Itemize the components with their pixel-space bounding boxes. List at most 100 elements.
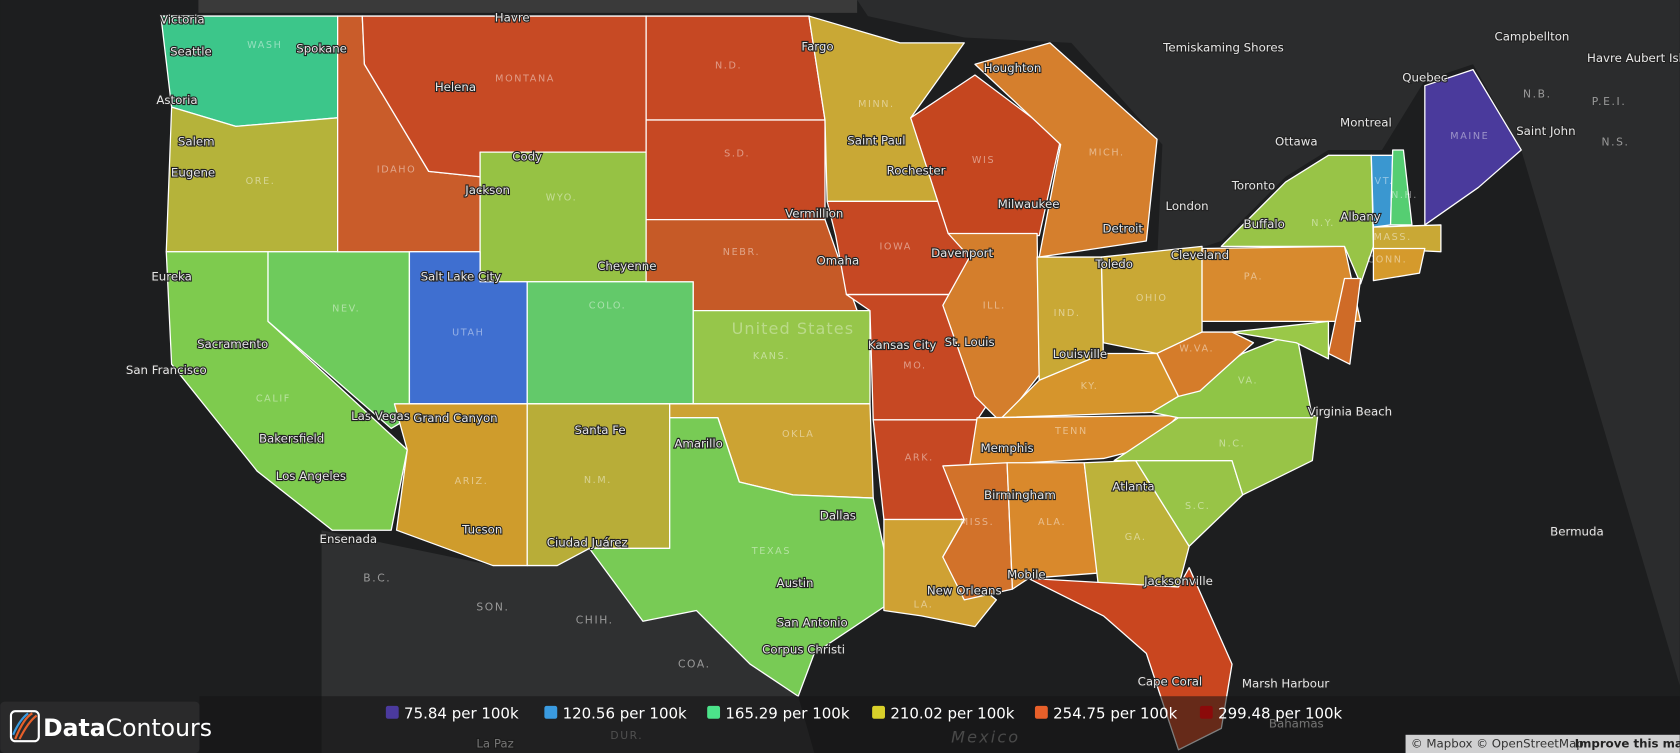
- region-label: TENN: [1054, 426, 1088, 437]
- states: [160, 15, 1522, 751]
- city-label: Omaha: [817, 254, 860, 268]
- city-label: Saint John: [1516, 124, 1575, 138]
- state: [1006, 462, 1099, 590]
- city-label: Las Vegas: [351, 409, 410, 423]
- city-label: Ciudad Juárez: [547, 535, 628, 549]
- logo-frame: [9, 710, 40, 743]
- city-label: Ottawa: [1275, 135, 1318, 149]
- city-label: Jackson: [464, 183, 510, 197]
- city-label: Milwaukee: [998, 197, 1060, 211]
- labels: WASH ORE. IDAHO MONTANA N.D. S.D. MINN. WIS MICH…: [125, 9, 1680, 751]
- region-label: MISS.: [960, 517, 994, 528]
- city-label: Saint Paul: [847, 134, 905, 148]
- city-label: Detroit: [1102, 221, 1143, 235]
- city-label: Cleveland: [1171, 248, 1229, 262]
- city-label: Albany: [1340, 210, 1380, 224]
- country-label: United States: [732, 319, 855, 338]
- attribution: © Mapbox © OpenStreetMap: [1411, 737, 1584, 751]
- city-label: Bermuda: [1550, 525, 1604, 539]
- legend-label: 254.75 per 100k: [1053, 705, 1177, 723]
- city-label: Marsh Harbour: [1242, 677, 1330, 691]
- region-label: NEV.: [332, 304, 360, 315]
- region-label: COA.: [678, 657, 711, 670]
- city-label: Los Angeles: [276, 469, 346, 483]
- legend-label: 120.56 per 100k: [563, 705, 687, 723]
- city-label: Helena: [435, 80, 476, 94]
- city-label: Mobile: [1007, 567, 1046, 581]
- region-label: P.E.I.: [1592, 95, 1627, 108]
- region-label: W.VA.: [1179, 343, 1214, 354]
- state: [1389, 149, 1413, 226]
- region-label: N.M.: [584, 475, 612, 486]
- region-label: WIS: [972, 155, 995, 166]
- region-label: MINN.: [858, 99, 895, 110]
- city-label: San Francisco: [126, 363, 207, 377]
- legend-swatch: [872, 705, 885, 719]
- city-label: Quebec: [1402, 70, 1447, 84]
- city-label: Buffalo: [1244, 217, 1285, 231]
- region-label: ARIZ.: [455, 476, 489, 487]
- city-label: Salem: [178, 135, 215, 149]
- city-label: Louisville: [1053, 347, 1107, 361]
- city-label: Santa Fe: [575, 423, 626, 437]
- city-label: Campbellton: [1495, 30, 1570, 44]
- region-label: UTAH: [452, 327, 484, 338]
- region-label: ILL.: [983, 300, 1006, 311]
- region-label: OHIO: [1136, 293, 1168, 304]
- city-label: Memphis: [981, 441, 1034, 455]
- city-label: Salt Lake City: [421, 270, 502, 284]
- canada-land: [857, 0, 1680, 686]
- region-label: PA.: [1244, 272, 1263, 283]
- state: [974, 42, 1158, 258]
- region-label: ARK.: [905, 453, 934, 464]
- city-label: Tucson: [461, 522, 502, 536]
- region-label: S.C.: [1185, 501, 1210, 512]
- state: [1231, 320, 1330, 360]
- attribution-link[interactable]: Improve this map: [1575, 737, 1680, 751]
- city-label: Cheyenne: [597, 259, 656, 273]
- state: [1424, 68, 1522, 226]
- region-label: N.S.: [1601, 136, 1629, 149]
- region-label: WASH: [247, 40, 282, 51]
- city-label: Kansas City: [868, 338, 936, 352]
- region-label: N.D.: [715, 61, 742, 72]
- city-label: Virginia Beach: [1308, 405, 1393, 419]
- brand-logo: [9, 710, 40, 743]
- city-label: Astoria: [156, 93, 197, 107]
- legend-label: 75.84 per 100k: [404, 705, 519, 723]
- city-label: St. Louis: [945, 335, 995, 349]
- region-label: SON.: [476, 601, 509, 614]
- city-label: Seattle: [170, 45, 212, 59]
- brand-rest: Contours: [106, 714, 212, 742]
- region-label: MO.: [903, 360, 926, 371]
- state: [1372, 247, 1426, 282]
- city-label: Sacramento: [197, 337, 268, 351]
- region-label: N.Y.: [1311, 218, 1335, 229]
- city-label: Temiskaming Shores: [1162, 40, 1284, 54]
- region-label: N.C.: [1219, 439, 1245, 450]
- city-label: Bakersfield: [259, 431, 324, 445]
- state: [1327, 277, 1362, 365]
- region-label: MONTANA: [495, 73, 555, 84]
- attribution-box: [1405, 734, 1680, 753]
- region-label: IDAHO: [377, 164, 417, 175]
- city-label: Jacksonville: [1143, 574, 1213, 588]
- region-label: B.C.: [363, 572, 391, 585]
- city-label: Cape Coral: [1138, 675, 1203, 689]
- state: [645, 119, 826, 221]
- logo-curve: [12, 712, 29, 736]
- city-label: Cody: [512, 150, 542, 164]
- city-label: Austin: [777, 576, 814, 590]
- state: [1201, 245, 1362, 322]
- city-label: Spokane: [296, 41, 347, 55]
- region-label: N.H.: [1391, 190, 1418, 201]
- legend-swatch: [1034, 705, 1048, 719]
- brand-bold: Data: [43, 714, 106, 742]
- city-label: Corpus Christi: [762, 642, 845, 656]
- state: [588, 417, 896, 697]
- city-label: Montreal: [1340, 115, 1392, 129]
- city-label: Amarillo: [674, 437, 723, 451]
- region-label: ALA.: [1038, 517, 1066, 528]
- legend-label: 210.02 per 100k: [890, 705, 1014, 723]
